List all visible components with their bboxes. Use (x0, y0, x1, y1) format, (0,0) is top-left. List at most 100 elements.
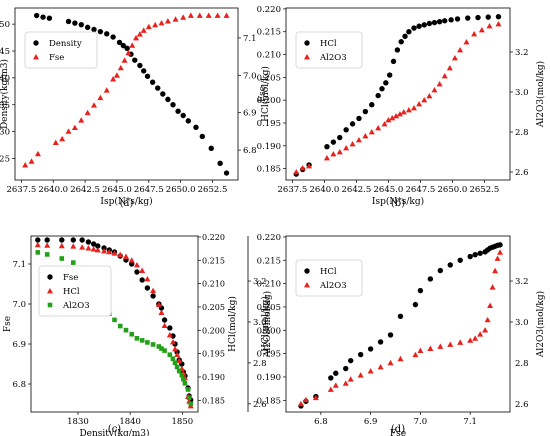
x-tick-label: 2652.5 (470, 185, 500, 195)
chart-3: 6.8 6.9 7.0 7.1 Fse 0.185 0.190 0.195 0.200 0.205… (257, 233, 546, 436)
data-point (362, 133, 369, 139)
y-tick-label: 1825 (0, 155, 10, 165)
data-point (139, 267, 146, 273)
legend-marker (304, 54, 310, 60)
data-point (172, 16, 179, 22)
legend-marker (47, 302, 53, 308)
data-point (398, 39, 404, 45)
data-point (368, 129, 375, 135)
data-point (94, 247, 101, 253)
data-point (385, 117, 392, 123)
data-point (65, 18, 72, 25)
legend (38, 265, 112, 317)
data-point (375, 92, 381, 99)
data-point (427, 345, 434, 351)
subfigure-caption: (a) (120, 198, 134, 209)
y-right2-tick-label: 2.6 (253, 400, 267, 410)
data-point (477, 331, 484, 337)
legend-label: HCl (320, 39, 337, 49)
y-right-tick-label: 0.200 (202, 326, 225, 335)
data-point (176, 357, 183, 364)
legend-label: HCl (63, 287, 80, 297)
data-point (472, 335, 479, 341)
series-Fse (22, 12, 230, 168)
y-tick-label: 1850 (0, 20, 10, 30)
data-point (133, 34, 140, 41)
data-point (367, 368, 374, 374)
data-point (85, 245, 92, 251)
data-point (111, 250, 118, 256)
data-point (122, 253, 129, 259)
data-point (471, 31, 478, 37)
x-axis-label: Isp(N*s/kg) (100, 196, 152, 207)
data-point (416, 101, 423, 107)
data-point (475, 14, 481, 21)
data-point (457, 339, 464, 345)
data-point (467, 337, 474, 343)
data-point (217, 160, 223, 167)
y-right2-tick-label: 3.2 (253, 277, 267, 287)
x-tick-label: 6.9 (364, 417, 378, 427)
data-point (84, 109, 91, 116)
y-tick-label: 0.190 (257, 142, 281, 152)
data-point (330, 151, 337, 157)
y-axis-label: Density(kg/m3) (0, 59, 10, 129)
chart-1: 2637.5 2640.0 2642.5 2645.0 2647.5 2650.0 2652… (257, 5, 546, 209)
data-point (356, 115, 362, 122)
data-point (84, 24, 91, 31)
legend-marker (33, 40, 39, 46)
data-point (472, 251, 478, 258)
data-point (489, 284, 496, 290)
y-right-tick-label: 0.190 (202, 373, 225, 382)
data-point (441, 73, 448, 79)
data-point (436, 18, 443, 25)
data-point (144, 275, 151, 282)
subfigure-caption: (c) (108, 424, 122, 435)
legend-label: Density (49, 39, 82, 49)
x-axis-label: Density(kg/m3) (79, 428, 149, 436)
data-point (160, 91, 166, 97)
data-point (431, 87, 438, 93)
data-point (104, 31, 110, 37)
data-point (186, 395, 192, 400)
y-right-tick-label: 2.6 (515, 168, 529, 178)
data-point (494, 255, 501, 261)
data-point (141, 68, 147, 74)
data-point (299, 165, 306, 171)
data-point (180, 112, 186, 119)
y-right-tick-label: 0.210 (202, 280, 225, 289)
data-point (58, 242, 65, 249)
x-tick-label: 2650.0 (438, 185, 468, 195)
y-right-tick-label: 3.2 (515, 48, 529, 58)
x-tick-label: 2645.0 (374, 185, 404, 195)
data-point (72, 20, 78, 26)
legend-label: Fse (49, 53, 64, 63)
data-point (396, 111, 403, 117)
data-point (369, 102, 375, 108)
data-point (112, 317, 117, 323)
data-point (447, 262, 453, 268)
chart-0: 2637.5 2640.0 2642.5 2645.0 2647.5 2650.0 2652… (0, 7, 268, 209)
data-point (158, 19, 165, 26)
data-point (362, 108, 369, 115)
data-point (193, 124, 199, 131)
plot-frame (285, 235, 511, 413)
data-point (293, 169, 300, 175)
legend (295, 31, 363, 69)
y-right-tick-label: 0.215 (202, 256, 225, 265)
data-point (336, 149, 343, 155)
data-point (70, 243, 77, 249)
plot-frame (14, 7, 239, 181)
data-point (134, 269, 140, 275)
y-tick-label: 0.205 (257, 303, 281, 313)
data-point (485, 14, 491, 20)
data-point (427, 276, 434, 282)
y-tick-label: 1845 (0, 47, 10, 57)
data-point (324, 143, 330, 150)
data-point (167, 325, 173, 331)
legend-marker (304, 268, 310, 274)
data-point (97, 28, 104, 35)
data-point (145, 340, 150, 345)
data-point (381, 121, 388, 127)
data-point (436, 81, 443, 87)
